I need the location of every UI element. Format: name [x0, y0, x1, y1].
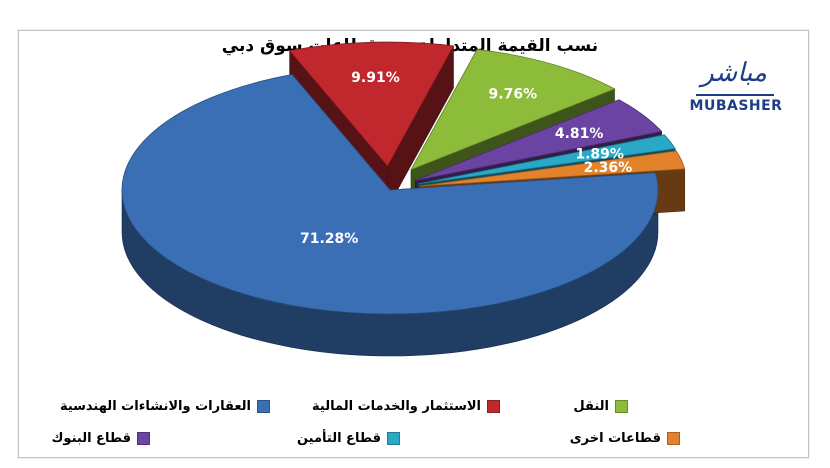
legend-item-real-estate: العقارات والانشاءات الهندسية [60, 399, 270, 414]
logo-underline [696, 94, 774, 96]
legend-label: العقارات والانشاءات الهندسية [59, 399, 251, 414]
slice-top-4 [418, 134, 676, 185]
pie-tops [121, 41, 686, 315]
legend-swatch [615, 400, 628, 413]
legend-item-insurance: قطاع التأمين [297, 431, 400, 446]
legend-label: قطاع التأمين [296, 431, 381, 446]
slice-top-2 [410, 48, 616, 171]
legend-item-transport: النقل [573, 399, 628, 414]
mubasher-logo: مباشر MUBASHER [684, 58, 794, 122]
legend-swatch [387, 432, 400, 445]
legend-item-investment: الاستثمار والخدمات المالية [312, 399, 500, 414]
legend-swatch [487, 400, 500, 413]
logo-english-text: MUBASHER [689, 98, 783, 114]
slice-top-5 [419, 150, 686, 187]
slice-top-3 [415, 99, 663, 181]
legend-label: قطاع البنوك [51, 431, 131, 446]
pie-labels: 71.28% 9.91% 9.76% 4.81% 1.89%2.36% [300, 70, 632, 247]
legend-label: قطاعات اخرى [569, 431, 661, 446]
logo-arabic-text: مباشر [701, 58, 767, 88]
slice-value-label-4: 1.89% [575, 146, 624, 162]
slice-top-1 [288, 41, 455, 167]
slice-top-0 [121, 74, 659, 315]
slice-value-label-0: 71.28% [300, 231, 358, 247]
legend-swatch [137, 432, 150, 445]
slice-value-label-5: 2.36% [584, 160, 633, 176]
legend-label: النقل [573, 399, 609, 414]
legend-item-banks: قطاع البنوك [52, 431, 150, 446]
slice-value-label-3: 4.81% [555, 126, 604, 142]
legend-swatch [667, 432, 680, 445]
legend-label: الاستثمار والخدمات المالية [312, 399, 481, 414]
slice-value-label-2: 9.76% [489, 87, 538, 103]
legend-item-other: قطاعات اخرى [570, 431, 680, 446]
slice-value-label-1: 9.91% [351, 70, 400, 86]
legend-swatch [257, 400, 270, 413]
